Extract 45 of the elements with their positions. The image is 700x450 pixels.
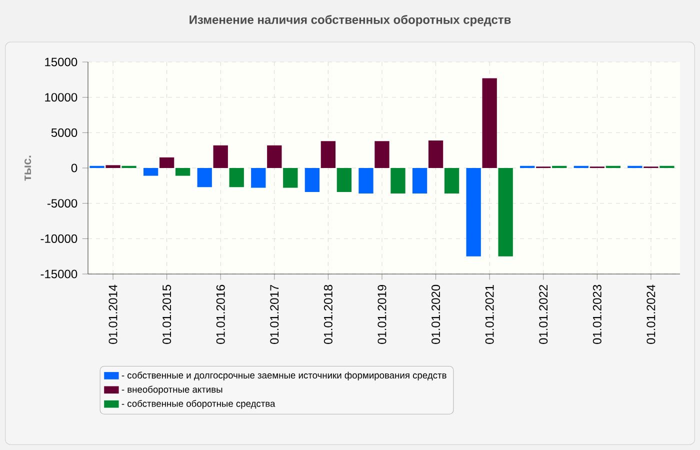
legend-label: - внеоборотные активы — [122, 386, 222, 395]
bar — [143, 168, 158, 176]
y-tick-label: 10000 — [45, 93, 78, 102]
legend-label: - собственные и долгосрочные заемные источники формирования средств — [122, 372, 446, 380]
y-tick-label: 15000 — [45, 58, 78, 66]
x-tick-label: 01.01.2024 — [646, 284, 656, 344]
x-tick-label: 01.01.2019 — [378, 284, 386, 344]
y-tick-label: -10000 — [40, 234, 78, 243]
bar — [466, 168, 481, 256]
chart-title: Изменение наличия собственных оборотных средств — [190, 15, 511, 26]
bar — [283, 168, 298, 188]
bar — [390, 168, 406, 194]
bar — [498, 168, 513, 256]
bar — [336, 168, 352, 192]
x-tick-label: 01.01.2014 — [108, 284, 118, 344]
x-tick-label: 01.01.2015 — [162, 284, 172, 344]
x-tick-label: 01.01.2016 — [216, 284, 225, 344]
bar — [320, 141, 336, 168]
bar — [428, 140, 444, 168]
x-tick-label: 01.01.2023 — [592, 284, 602, 344]
y-tick-label: 5000 — [51, 128, 78, 137]
x-tick-label: 01.01.2021 — [485, 285, 494, 344]
bar — [358, 168, 374, 194]
bar — [251, 168, 266, 188]
x-tick-label: 01.01.2020 — [432, 284, 440, 344]
bar — [159, 157, 174, 168]
x-tick-label: 01.01.2022 — [539, 285, 548, 344]
bar — [175, 168, 190, 176]
bar — [304, 168, 320, 192]
bar — [482, 78, 497, 168]
y-axis-title: тыс. — [24, 156, 32, 181]
x-tick-label: 01.01.2017 — [270, 285, 279, 344]
legend-label: - собственные оборотные средства — [122, 400, 276, 409]
y-tick-label: -15000 — [40, 270, 78, 278]
bar — [374, 141, 390, 168]
bar — [197, 168, 212, 188]
bar — [229, 168, 244, 188]
bar — [444, 168, 460, 194]
bar — [412, 168, 428, 194]
y-tick-label: -5000 — [47, 199, 78, 208]
y-tick-label: 0 — [71, 164, 78, 172]
bar — [267, 145, 282, 168]
bar — [213, 145, 228, 168]
bar — [106, 165, 120, 168]
x-tick-label: 01.01.2018 — [324, 284, 332, 344]
